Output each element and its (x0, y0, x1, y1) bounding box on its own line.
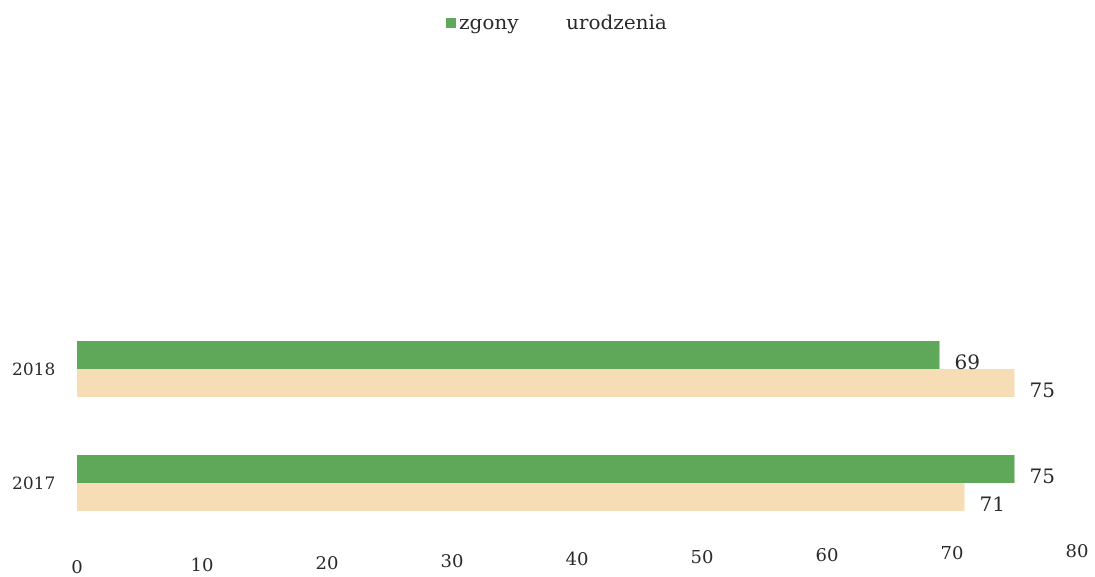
category-label-2017: 2017 (12, 474, 55, 494)
data-label-zgony-2017: 75 (1030, 464, 1055, 488)
bar-urodzenia-2017 (77, 483, 965, 511)
legend-label-zgony: zgony (459, 10, 519, 34)
x-tick-label-10: 10 (191, 555, 214, 576)
x-tick-label-0: 0 (71, 557, 82, 577)
x-axis-ticks: 0 10 20 30 40 50 60 70 80 (71, 541, 1088, 577)
x-tick-label-20: 20 (316, 553, 339, 574)
legend-swatch-zgony (446, 18, 456, 28)
data-labels-group: 69 75 75 71 (955, 350, 1055, 516)
x-tick-label-40: 40 (566, 549, 589, 570)
legend-label-urodzenia: urodzenia (566, 10, 667, 34)
data-label-urodzenia-2017: 71 (980, 492, 1005, 516)
x-tick-label-30: 30 (441, 551, 464, 572)
data-label-zgony-2018: 69 (955, 350, 980, 374)
chart-legend: zgony urodzenia (446, 10, 667, 34)
bars-group (77, 341, 1015, 511)
bar-urodzenia-2018 (77, 369, 1015, 397)
x-tick-label-60: 60 (816, 545, 839, 566)
bar-zgony-2017 (77, 455, 1015, 483)
category-label-2018: 2018 (12, 360, 55, 380)
x-tick-label-50: 50 (691, 547, 714, 568)
bar-zgony-2018 (77, 341, 940, 369)
data-label-urodzenia-2018: 75 (1030, 378, 1055, 402)
x-tick-label-80: 80 (1066, 541, 1089, 562)
category-labels-group: 2018 2017 (12, 360, 55, 494)
x-tick-label-70: 70 (941, 543, 964, 564)
